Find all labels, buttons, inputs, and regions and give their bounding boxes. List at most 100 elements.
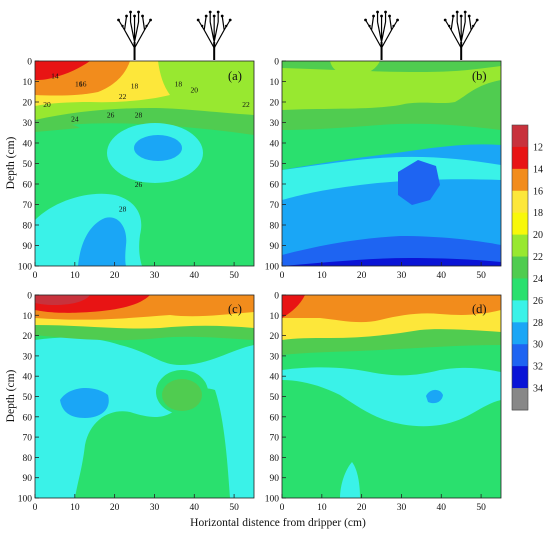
contour-label: 16 bbox=[79, 80, 87, 89]
y-tick-label: 60 bbox=[270, 413, 280, 423]
panel-a: (a) bbox=[34, 60, 255, 267]
y-tick-label: 0 bbox=[274, 292, 279, 302]
y-tick-label: 50 bbox=[23, 160, 33, 170]
panel-a-label: (a) bbox=[228, 69, 242, 83]
x-tick-label: 50 bbox=[476, 503, 486, 513]
x-tick-label: 0 bbox=[280, 503, 285, 513]
contour-label: 26 bbox=[107, 110, 115, 119]
colorbar-frame bbox=[511, 124, 529, 411]
colorbar-tick-label: 32 bbox=[533, 362, 543, 373]
x-tick-label: 0 bbox=[33, 503, 38, 513]
colorbar-tick-label: 20 bbox=[533, 230, 543, 241]
x-tick-label: 40 bbox=[190, 503, 200, 513]
contour-label: 26 bbox=[135, 180, 143, 189]
panel-c-contours bbox=[35, 295, 254, 498]
y-tick-label: 60 bbox=[23, 181, 33, 191]
x-tick-label: 10 bbox=[317, 503, 327, 513]
colorbar-swatch bbox=[512, 256, 528, 279]
y-tick-label: 70 bbox=[270, 201, 280, 211]
x-tick-label: 20 bbox=[357, 271, 367, 281]
tree-icon bbox=[116, 9, 153, 61]
y-tick-label: 90 bbox=[270, 474, 280, 484]
colorbar-tick-label: 28 bbox=[533, 318, 543, 329]
y-tick-label: 100 bbox=[265, 263, 280, 273]
x-tick-label: 20 bbox=[357, 503, 367, 513]
contour-label: 18 bbox=[131, 82, 139, 91]
panel-d-contours bbox=[282, 295, 501, 498]
y-tick-label: 0 bbox=[27, 292, 32, 302]
panel-c: (c) bbox=[34, 294, 255, 499]
y-tick-label: 40 bbox=[23, 373, 33, 383]
panel-b-label: (b) bbox=[472, 69, 487, 83]
x-tick-label: 50 bbox=[229, 271, 239, 281]
y-tick-label: 20 bbox=[23, 332, 33, 342]
y-tick-label: 80 bbox=[270, 222, 280, 232]
x-tick-label: 0 bbox=[33, 271, 38, 281]
x-tick-label: 30 bbox=[397, 503, 407, 513]
contour-label: 14 bbox=[51, 71, 59, 80]
y-tick-label: 90 bbox=[23, 242, 33, 252]
x-tick-label: 40 bbox=[437, 271, 447, 281]
colorbar-tick-label: 34 bbox=[533, 384, 543, 395]
y-tick-label: 10 bbox=[23, 78, 33, 88]
contour-label: 28 bbox=[135, 110, 143, 119]
y-tick-label: 30 bbox=[270, 119, 280, 129]
x-tick-label: 20 bbox=[110, 271, 120, 281]
panel-a-contours bbox=[35, 61, 254, 266]
colorbar-swatch bbox=[512, 125, 528, 148]
contour-label: 18 bbox=[175, 80, 183, 89]
colorbar-tick-label: 22 bbox=[533, 252, 543, 263]
y-tick-label: 70 bbox=[23, 434, 33, 444]
x-tick-label: 20 bbox=[110, 503, 120, 513]
y-tick-label: 0 bbox=[27, 58, 32, 68]
x-tick-label: 10 bbox=[70, 503, 80, 513]
colorbar-tick-label: 30 bbox=[533, 340, 543, 351]
x-tick-label: 10 bbox=[317, 271, 327, 281]
y-tick-label: 50 bbox=[23, 393, 33, 403]
panel-b: (b) bbox=[281, 60, 502, 267]
colorbar-swatch bbox=[512, 146, 528, 170]
y-tick-label: 80 bbox=[23, 454, 33, 464]
tree-icon bbox=[195, 9, 233, 61]
colorbar-swatch bbox=[512, 388, 528, 411]
y-tick-label: 10 bbox=[270, 312, 280, 322]
colorbar-swatch bbox=[512, 212, 528, 236]
colorbar-swatch bbox=[512, 278, 528, 301]
colorbar-swatch bbox=[512, 168, 528, 192]
y-tick-label: 100 bbox=[18, 495, 33, 505]
colorbar-tick-label: 16 bbox=[533, 186, 543, 197]
y-tick-label: 20 bbox=[270, 99, 280, 109]
x-tick-label: 30 bbox=[397, 271, 407, 281]
contour-label: 16 bbox=[75, 80, 83, 89]
y-tick-label: 30 bbox=[270, 352, 280, 362]
contour-label: 22 bbox=[119, 92, 127, 101]
x-tick-label: 40 bbox=[437, 503, 447, 513]
y-tick-label: 20 bbox=[23, 99, 33, 109]
x-tick-label: 30 bbox=[150, 503, 160, 513]
panel-c-label: (c) bbox=[228, 302, 242, 316]
y-tick-label: 70 bbox=[270, 434, 280, 444]
colorbar: 12 14 16 18 20 22 24 26 28 30 32 34 bbox=[511, 124, 543, 411]
x-axis-label: Horizontal distence from dripper (cm) bbox=[190, 517, 366, 529]
tree-icon bbox=[363, 9, 400, 61]
colorbar-swatch bbox=[512, 322, 528, 345]
colorbar-tick-label: 24 bbox=[533, 274, 543, 285]
y-tick-label: 90 bbox=[270, 242, 280, 252]
y-tick-label: 30 bbox=[23, 352, 33, 362]
y-tick-label: 20 bbox=[270, 332, 280, 342]
y-tick-label: 10 bbox=[23, 312, 33, 322]
y-tick-label: 90 bbox=[23, 474, 33, 484]
colorbar-tick-label: 26 bbox=[533, 296, 543, 307]
contour-label: 24 bbox=[71, 114, 79, 123]
y-tick-label: 0 bbox=[274, 58, 279, 68]
y-tick-label: 60 bbox=[23, 413, 33, 423]
colorbar-swatch bbox=[512, 190, 528, 214]
trees bbox=[116, 9, 480, 61]
x-tick-label: 30 bbox=[150, 271, 160, 281]
y-tick-label: 50 bbox=[270, 160, 280, 170]
panel-d: (d) bbox=[281, 294, 502, 499]
y-tick-label: 40 bbox=[23, 140, 33, 150]
